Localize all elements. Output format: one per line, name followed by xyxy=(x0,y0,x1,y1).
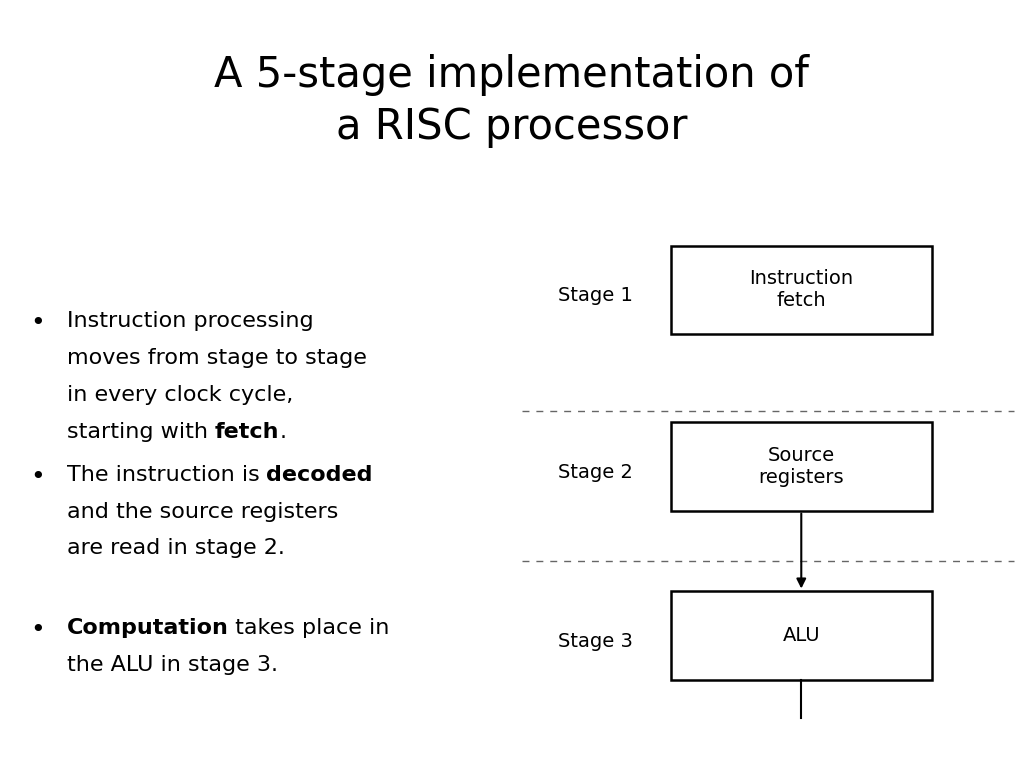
Text: Stage 3: Stage 3 xyxy=(558,632,633,650)
Text: Stage 1: Stage 1 xyxy=(558,286,633,305)
Text: The instruction is: The instruction is xyxy=(67,465,266,485)
Text: are read in stage 2.: are read in stage 2. xyxy=(67,538,285,558)
FancyBboxPatch shape xyxy=(671,246,932,334)
Text: •: • xyxy=(31,311,45,335)
Text: Computation: Computation xyxy=(67,618,228,638)
Text: •: • xyxy=(31,618,45,642)
Text: in every clock cycle,: in every clock cycle, xyxy=(67,385,293,405)
Text: Source
registers: Source registers xyxy=(759,446,844,487)
Text: Instruction processing: Instruction processing xyxy=(67,311,313,331)
Text: Stage 2: Stage 2 xyxy=(558,463,633,482)
Text: Instruction
fetch: Instruction fetch xyxy=(750,270,853,310)
Text: takes place in: takes place in xyxy=(228,618,390,638)
Text: the ALU in stage 3.: the ALU in stage 3. xyxy=(67,655,278,675)
Text: moves from stage to stage: moves from stage to stage xyxy=(67,348,367,368)
Text: fetch: fetch xyxy=(215,422,280,442)
Text: ALU: ALU xyxy=(782,626,820,645)
Text: starting with: starting with xyxy=(67,422,215,442)
Text: .: . xyxy=(280,422,286,442)
FancyBboxPatch shape xyxy=(671,422,932,511)
Text: decoded: decoded xyxy=(266,465,373,485)
Text: and the source registers: and the source registers xyxy=(67,502,338,521)
Text: •: • xyxy=(31,465,45,488)
Text: A 5-stage implementation of
a RISC processor: A 5-stage implementation of a RISC proce… xyxy=(214,54,810,147)
FancyBboxPatch shape xyxy=(671,591,932,680)
